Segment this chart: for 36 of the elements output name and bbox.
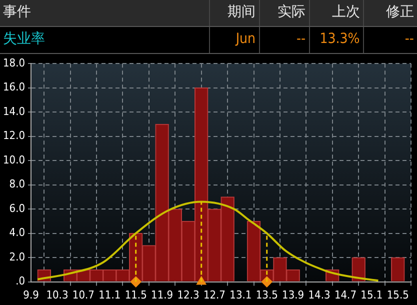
y-tick-label: 2.0 — [9, 250, 26, 264]
x-tick-label: 12.3 — [177, 288, 200, 302]
y-tick-label: 6.0 — [9, 202, 26, 215]
text: Jun — [208, 27, 259, 53]
y-tick-label: 8.0 — [9, 178, 26, 191]
y-tick-label: 16.0 — [2, 80, 26, 94]
text: 13.3% — [308, 27, 363, 53]
x-tick-label: 11.5 — [124, 288, 147, 302]
y-tick-label: 14.0 — [2, 104, 26, 118]
text: 上次 — [308, 0, 363, 26]
x-tick-label: 15.1 — [360, 288, 383, 302]
x-tick-label: 11.1 — [98, 288, 121, 302]
x-tick-label: 15.5 — [386, 288, 409, 302]
text: 实际 — [258, 0, 309, 26]
line-series — [36, 200, 380, 282]
y-tick-label: 18.0 — [2, 56, 26, 70]
x-tick-label: 13.9 — [282, 288, 304, 302]
y-tick-label: .0 — [16, 274, 26, 288]
y-tick-label: 12.0 — [2, 129, 26, 142]
y-tick-label: 4.0 — [9, 226, 26, 240]
x-tick-label: 10.7 — [72, 288, 94, 302]
x-tick-label: 12.7 — [203, 288, 226, 302]
text: 修正 — [362, 0, 417, 26]
x-tick-label: 10.3 — [46, 288, 68, 302]
text: 期间 — [208, 0, 259, 26]
x-tick-label: 13.1 — [230, 288, 252, 302]
text: -- — [258, 27, 309, 53]
x-tick-label: 11.9 — [151, 288, 174, 302]
x-tick-label: 13.5 — [256, 288, 278, 302]
text: 事件 — [0, 0, 208, 26]
text: -- — [362, 27, 417, 53]
x-tick-label: 14.7 — [334, 288, 357, 302]
text: 失业率 — [0, 27, 208, 53]
y-tick-label: 10.0 — [2, 153, 26, 166]
x-tick-label: 14.3 — [308, 288, 330, 302]
x-tick-label: 9.9 — [23, 288, 39, 302]
